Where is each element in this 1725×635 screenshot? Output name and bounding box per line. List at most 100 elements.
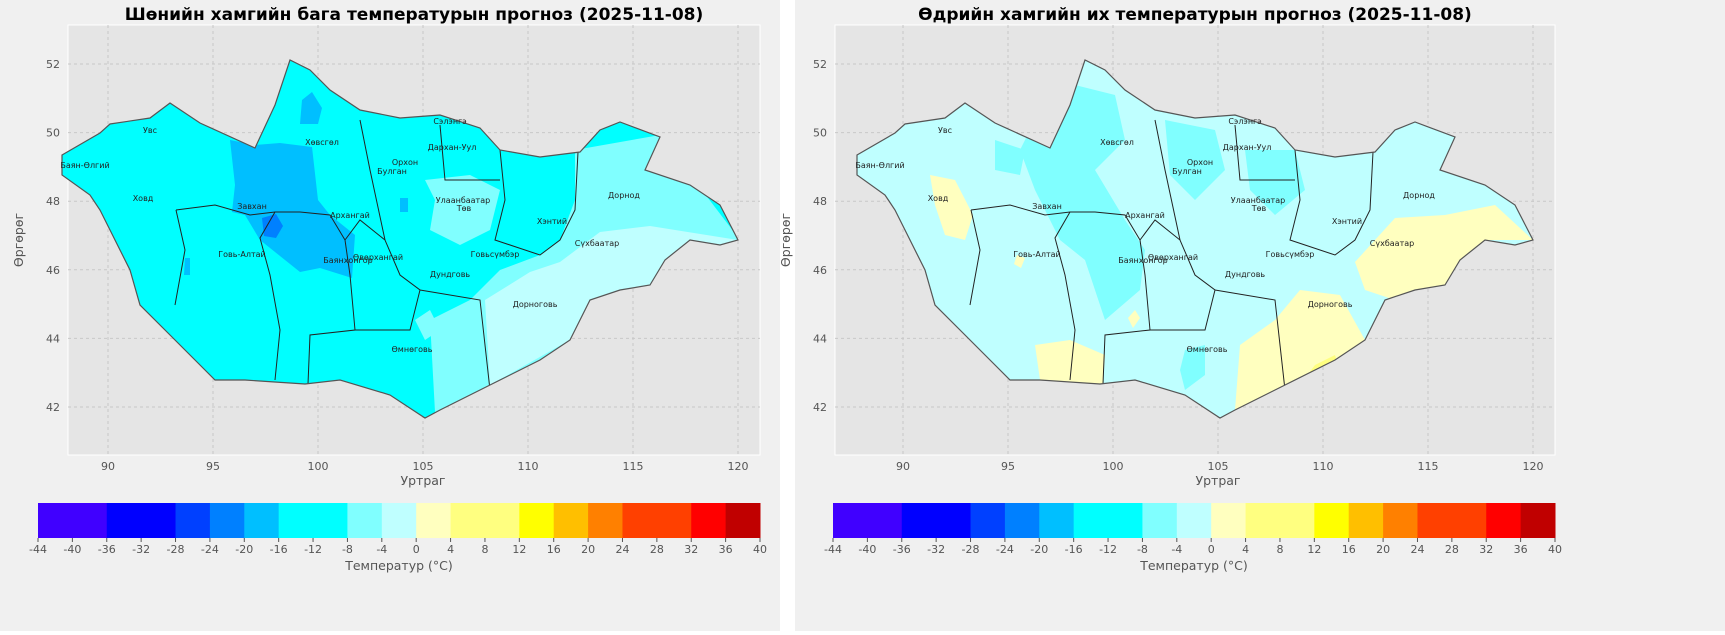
province-label: Дархан-Уул [428, 143, 477, 152]
province-label: Сэлэнгэ [1228, 117, 1261, 126]
colorbar-tick-label: -4 [376, 543, 387, 556]
province-label: Дархан-Уул [1223, 143, 1272, 152]
colorbar-tick-label: -36 [98, 543, 116, 556]
province-border [439, 124, 500, 181]
province-label: Төв [1251, 204, 1267, 213]
x-tick-label: 120 [728, 460, 749, 473]
contour-region [485, 226, 738, 385]
colorbar-tick-label: 24 [1410, 543, 1424, 556]
colorbar-tick-label: -16 [1065, 543, 1083, 556]
colorbar-segment [1348, 503, 1384, 538]
province-label: Дорноговь [513, 300, 558, 309]
province-label: Завхан [237, 202, 267, 211]
colorbar-tick-label: 20 [581, 543, 595, 556]
colorbar-segment [381, 503, 417, 538]
province-label: Сүхбаатар [1370, 239, 1414, 248]
colorbar-label: Температур (°C) [344, 558, 453, 573]
colorbar-segment [416, 503, 452, 538]
province-label: Говьсүмбэр [471, 250, 520, 259]
colorbar-tick-label: -44 [824, 543, 842, 556]
province-label: Дорнод [1403, 191, 1435, 200]
contour-region [400, 198, 408, 212]
province-border [494, 149, 579, 256]
colorbar-tick-label: 0 [1208, 543, 1215, 556]
province-label: Баянхонгор [1118, 256, 1167, 265]
y-tick-label: 42 [46, 401, 60, 414]
province-label: Хөвсгөл [1100, 138, 1134, 147]
temperature-contours [62, 60, 738, 418]
x-tick-label: 115 [623, 460, 644, 473]
province-label: Дорноговь [1308, 300, 1353, 309]
country-outline [856, 59, 1534, 419]
colorbar-tick-label: 36 [1514, 543, 1528, 556]
province-label: Говь-Алтай [218, 250, 265, 259]
colorbar-segment [1383, 503, 1418, 538]
province-border [344, 219, 421, 331]
min-temperature-map-panel: Шөнийн хамгийн бага температурын прогноз… [11, 5, 767, 573]
temperature-contours [857, 60, 1533, 418]
colorbar-segment [38, 503, 108, 538]
province-label: Өмнөговь [392, 345, 433, 354]
colorbar-segment [833, 503, 903, 538]
colorbar-tick-label: 20 [1376, 543, 1390, 556]
y-tick-label: 48 [813, 195, 827, 208]
x-tick-label: 95 [206, 460, 220, 473]
country-outline [61, 59, 739, 419]
province-label: Өмнөговь [1187, 345, 1228, 354]
colorbar-label: Температур (°C) [1139, 558, 1248, 573]
colorbar-tick-label: 28 [1445, 543, 1459, 556]
colorbar-segment [1314, 503, 1350, 538]
province-label: Орхон [1187, 158, 1213, 167]
colorbar-tick-label: 12 [1307, 543, 1321, 556]
colorbar-tick-label: 12 [512, 543, 526, 556]
province-label: Өвөрхангай [1148, 253, 1198, 262]
colorbar-segment [1176, 503, 1212, 538]
province-label: Говьсүмбэр [1266, 250, 1315, 259]
x-tick-label: 120 [1523, 460, 1544, 473]
colorbar-segment [244, 503, 280, 538]
y-tick-label: 52 [46, 58, 60, 71]
colorbar-tick-label: 24 [615, 543, 629, 556]
colorbar-segment [622, 503, 692, 538]
x-tick-label: 100 [308, 460, 329, 473]
province-label: Баян-Өлгий [60, 161, 109, 170]
colorbar-tick-label: -12 [304, 543, 322, 556]
colorbar-segment [1417, 503, 1487, 538]
chart-title: Шөнийн хамгийн бага температурын прогноз… [125, 5, 704, 25]
colorbar: -44 -40 -36 -32 -28 -24 -20 -16 -12 -8 -4 0 4 8 12 16 20… [824, 503, 1562, 573]
province-border [174, 209, 186, 306]
contour-region [262, 214, 283, 238]
colorbar-tick-label: -32 [132, 543, 150, 556]
colorbar-tick-label: -36 [893, 543, 911, 556]
colorbar-tick-label: -12 [1099, 543, 1117, 556]
x-tick-label: 90 [101, 460, 115, 473]
x-tick-label: 115 [1418, 460, 1439, 473]
colorbar-tick-label: -16 [270, 543, 288, 556]
colorbar-segment [1211, 503, 1247, 538]
colorbar-tick-label: 8 [481, 543, 488, 556]
x-axis-label: Уртраг [401, 473, 446, 488]
colorbar-tick-label: 0 [413, 543, 420, 556]
province-label: Орхон [392, 158, 418, 167]
contour-region [1355, 205, 1533, 300]
colorbar-tick-label: 16 [547, 543, 561, 556]
contour-region [184, 258, 190, 275]
colorbar-segment [901, 503, 972, 538]
province-label: Хэнтий [1332, 217, 1362, 226]
x-tick-label: 110 [518, 460, 539, 473]
province-label: Ховд [928, 194, 949, 203]
colorbar-segment [1520, 503, 1556, 538]
contour-region [1165, 120, 1225, 200]
colorbar-tick-label: -8 [1137, 543, 1148, 556]
colorbar-tick-label: 4 [1242, 543, 1249, 556]
y-tick-label: 46 [813, 264, 827, 277]
province-label: Дундговь [430, 270, 471, 279]
x-tick-label: 90 [896, 460, 910, 473]
x-tick-label: 95 [1001, 460, 1015, 473]
contour-region [1235, 290, 1365, 410]
colorbar-segment [278, 503, 348, 538]
province-label: Өвөрхангай [353, 253, 403, 262]
province-border [1139, 219, 1216, 331]
x-tick-label: 100 [1103, 460, 1124, 473]
colorbar-segment [1486, 503, 1522, 538]
